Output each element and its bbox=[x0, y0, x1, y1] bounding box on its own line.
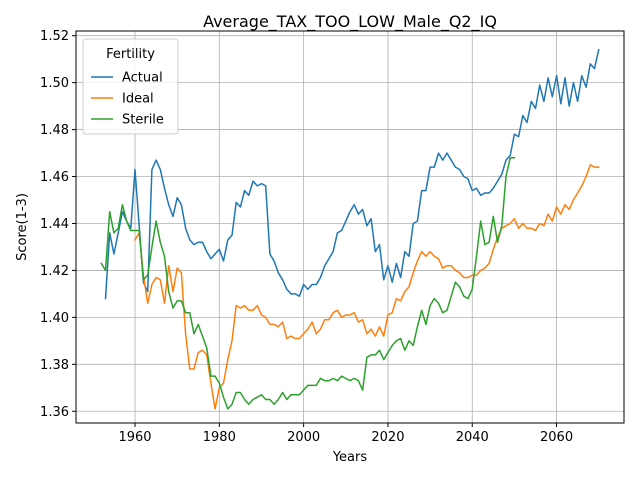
series-line-sterile bbox=[100, 157, 516, 410]
y-tick-label: 1.44 bbox=[40, 217, 69, 232]
legend-title: Fertility bbox=[106, 47, 155, 62]
y-axis-label: Score(1-3) bbox=[15, 193, 30, 261]
x-tick-label: 2000 bbox=[287, 430, 320, 445]
x-tick-label: 2060 bbox=[540, 430, 573, 445]
y-tick-label: 1.42 bbox=[40, 264, 69, 279]
y-tick-label: 1.40 bbox=[40, 311, 69, 326]
y-tick-label: 1.36 bbox=[40, 405, 69, 420]
legend-label-sterile: Sterile bbox=[122, 113, 164, 128]
legend-label-ideal: Ideal bbox=[122, 92, 154, 107]
y-tick-label: 1.50 bbox=[40, 76, 69, 91]
legend-box bbox=[82, 38, 179, 135]
axis-ticks: 1960 1980 2000 2020 2040 2060 1.36 1.38 1.40 1.42… bbox=[40, 29, 573, 445]
grid-lines bbox=[76, 31, 624, 423]
x-tick-label: 2020 bbox=[371, 430, 404, 445]
y-tick-label: 1.38 bbox=[40, 358, 69, 373]
x-tick-label: 2040 bbox=[456, 430, 489, 445]
y-tick-label: 1.52 bbox=[40, 29, 69, 44]
x-axis-label: Years bbox=[332, 450, 368, 465]
legend-entries: Actual Ideal Sterile bbox=[91, 71, 164, 128]
x-tick-label: 1980 bbox=[203, 430, 236, 445]
legend-label-actual: Actual bbox=[122, 71, 163, 86]
y-tick-label: 1.48 bbox=[40, 123, 69, 138]
series-line-ideal bbox=[133, 164, 600, 410]
series-lines bbox=[100, 48, 600, 410]
series-line-actual bbox=[104, 48, 600, 300]
legend: Fertility Actual Ideal Sterile bbox=[82, 38, 179, 135]
x-tick-label: 1960 bbox=[118, 430, 151, 445]
chart-title: Average_TAX_TOO_LOW_Male_Q2_IQ bbox=[203, 12, 497, 32]
y-tick-label: 1.46 bbox=[40, 170, 69, 185]
plot-frame bbox=[75, 30, 625, 424]
